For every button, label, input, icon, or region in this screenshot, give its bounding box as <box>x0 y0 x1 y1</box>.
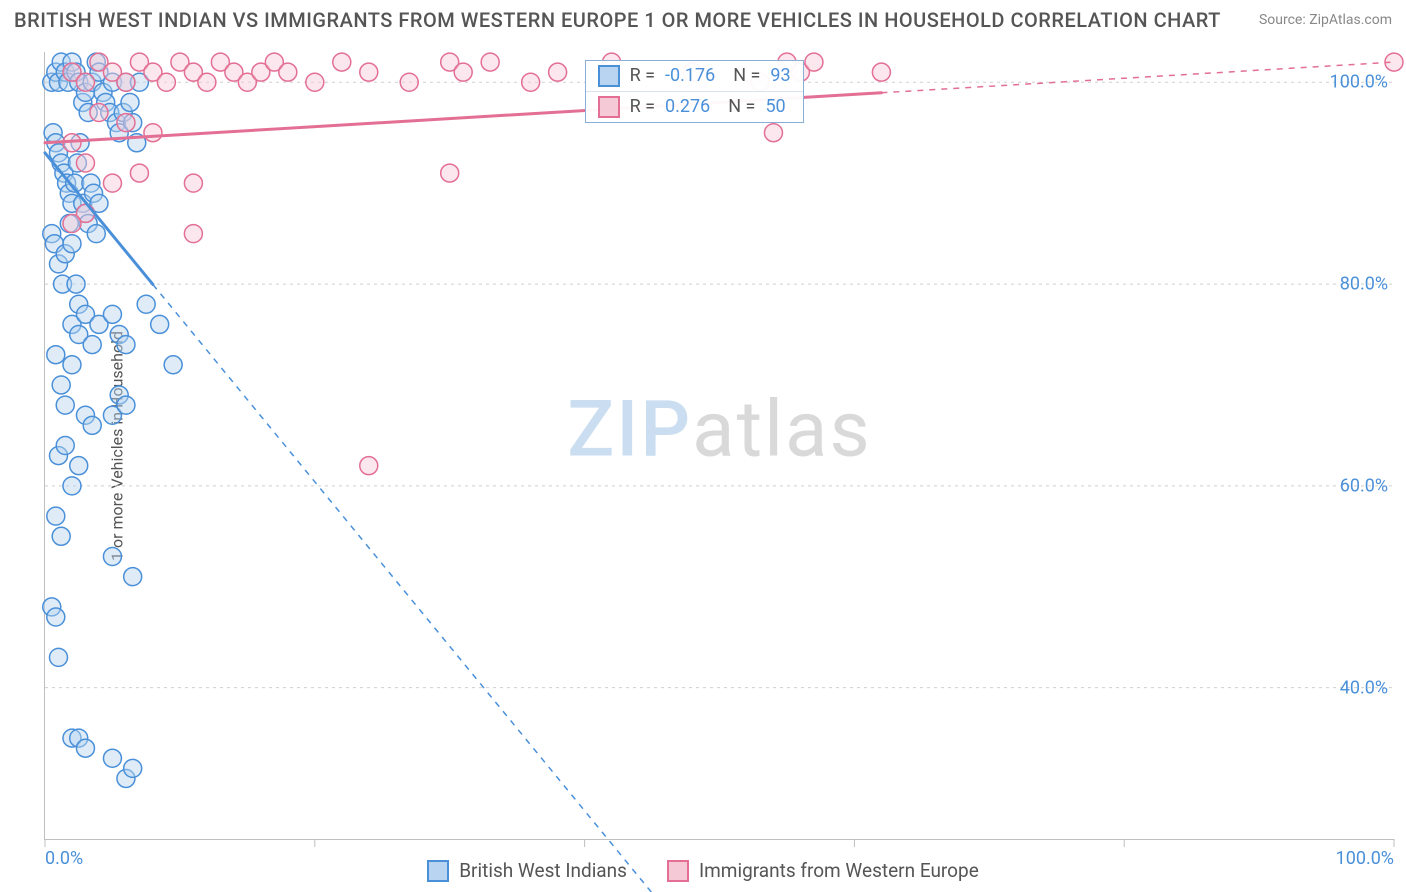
y-tick-label: 40.0% <box>1340 677 1388 698</box>
r-value: 0.276 <box>665 96 710 117</box>
legend-item: British West Indians <box>427 859 627 882</box>
plot-area: ZIPatlas R =-0.176N =93R =0.276N =50 40.… <box>44 52 1394 840</box>
source-label: Source: ZipAtlas.com <box>1259 12 1392 28</box>
n-value: 93 <box>770 65 790 86</box>
r-label: R = <box>630 65 655 86</box>
y-tick-label: 60.0% <box>1340 475 1388 496</box>
r-value: -0.176 <box>665 65 715 86</box>
correlation-stats-box: R =-0.176N =93R =0.276N =50 <box>585 60 804 123</box>
legend-item: Immigrants from Western Europe <box>667 859 979 882</box>
legend-swatch <box>598 65 620 87</box>
n-value: 50 <box>765 96 785 117</box>
legend: British West Indians Immigrants from West… <box>0 859 1406 882</box>
stats-row: R = 0.276 N = 50 <box>586 91 803 122</box>
legend-swatch <box>667 860 689 882</box>
legend-swatch <box>427 860 449 882</box>
y-tick-label: 100.0% <box>1330 72 1388 93</box>
chart-title: BRITISH WEST INDIAN VS IMMIGRANTS FROM W… <box>14 8 1221 32</box>
n-label: N = <box>733 65 760 86</box>
legend-label: British West Indians <box>459 859 627 882</box>
legend-label: Immigrants from Western Europe <box>699 859 979 882</box>
y-tick-label: 80.0% <box>1340 274 1388 295</box>
stats-row: R = -0.176 N = 93 <box>586 61 803 91</box>
legend-swatch <box>598 96 620 118</box>
n-label: N = <box>728 96 755 117</box>
r-label: R = <box>630 96 655 117</box>
chart-svg <box>45 52 1394 839</box>
plot-wrap: ZIPatlas R =-0.176N =93R =0.276N =50 40.… <box>44 52 1394 840</box>
